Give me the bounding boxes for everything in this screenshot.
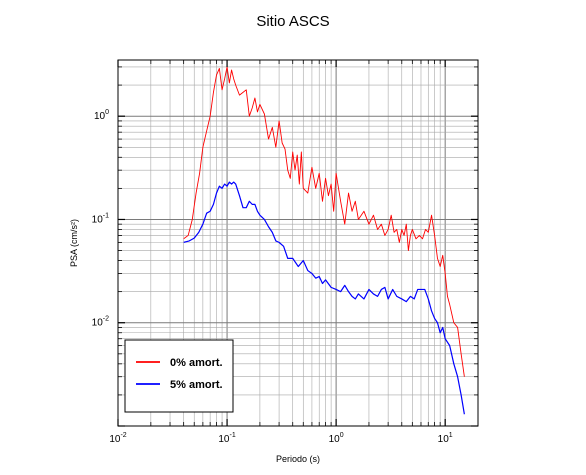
legend-box	[124, 339, 234, 413]
y-axis-label: PSA (cm/s²)	[69, 219, 79, 267]
y-tick-label: 100	[94, 109, 109, 122]
legend-label-0: 0% amort.	[170, 357, 223, 369]
series-lines	[183, 66, 465, 415]
x-tick-label: 101	[438, 432, 453, 445]
y-tick-label: 10-2	[92, 316, 109, 329]
x-tick-label: 100	[329, 432, 344, 445]
x-tick-label: 10-1	[218, 432, 235, 445]
legend: 0% amort. 5% amort.	[124, 339, 234, 413]
legend-label-1: 5% amort.	[170, 379, 223, 391]
y-tick-label: 10-1	[92, 212, 109, 225]
series-line-0	[183, 66, 465, 377]
series-line-1	[183, 181, 465, 415]
axis-ticks	[117, 60, 479, 427]
tick-labels: 10-2 10-1 100 101 10-2 10-1 100	[92, 109, 453, 445]
x-axis-label: Periodo (s)	[276, 454, 320, 464]
chart-title: Sitio ASCS	[256, 13, 329, 30]
x-tick-label: 10-2	[109, 432, 126, 445]
plot-frame	[117, 59, 479, 427]
